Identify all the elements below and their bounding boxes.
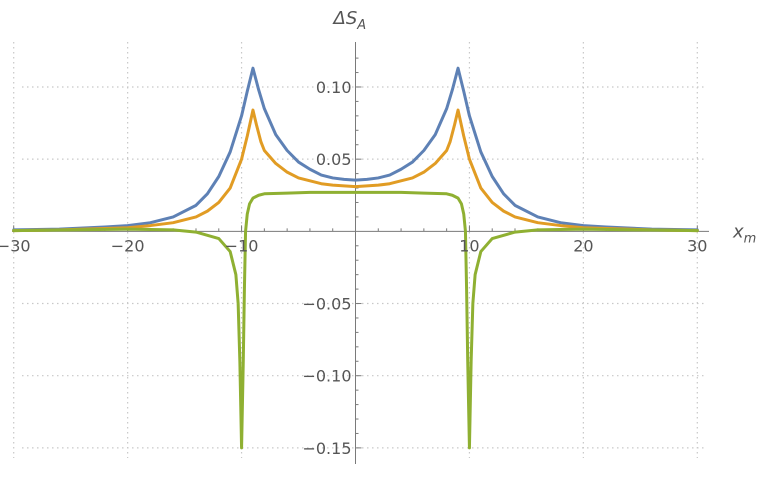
series-line-3 <box>12 190 699 450</box>
x-tick-label: −30 <box>0 236 31 255</box>
series-line-1 <box>12 66 699 232</box>
x-tick-label: 10 <box>459 236 479 255</box>
x-axis-title-subscript: m <box>744 231 757 246</box>
x-tick-label: −20 <box>111 236 145 255</box>
x-tick-label: 20 <box>573 236 593 255</box>
x-axis-title: xm <box>732 221 756 246</box>
y-axis-title-main: ΔS <box>332 8 358 29</box>
series-line-2 <box>12 108 699 233</box>
x-axis-title-main: x <box>732 221 744 242</box>
y-axis-title: ΔSA <box>332 8 367 33</box>
tick-labels: −30 −20 −10 10 20 30 −0.15 −0.10 −0.05 0.05 0.10 <box>0 78 707 458</box>
y-tick-label: −0.10 <box>302 367 351 386</box>
y-tick-label: 0.10 <box>316 78 352 97</box>
y-tick-label: −0.05 <box>302 295 351 314</box>
grid <box>13 42 705 458</box>
series <box>12 66 699 450</box>
y-tick-label: 0.05 <box>316 150 352 169</box>
x-tick-label: 30 <box>687 236 707 255</box>
x-tick-label: −10 <box>225 236 259 255</box>
axes <box>12 42 709 464</box>
y-tick-label: −0.15 <box>302 439 351 458</box>
y-axis-title-subscript: A <box>356 18 366 33</box>
